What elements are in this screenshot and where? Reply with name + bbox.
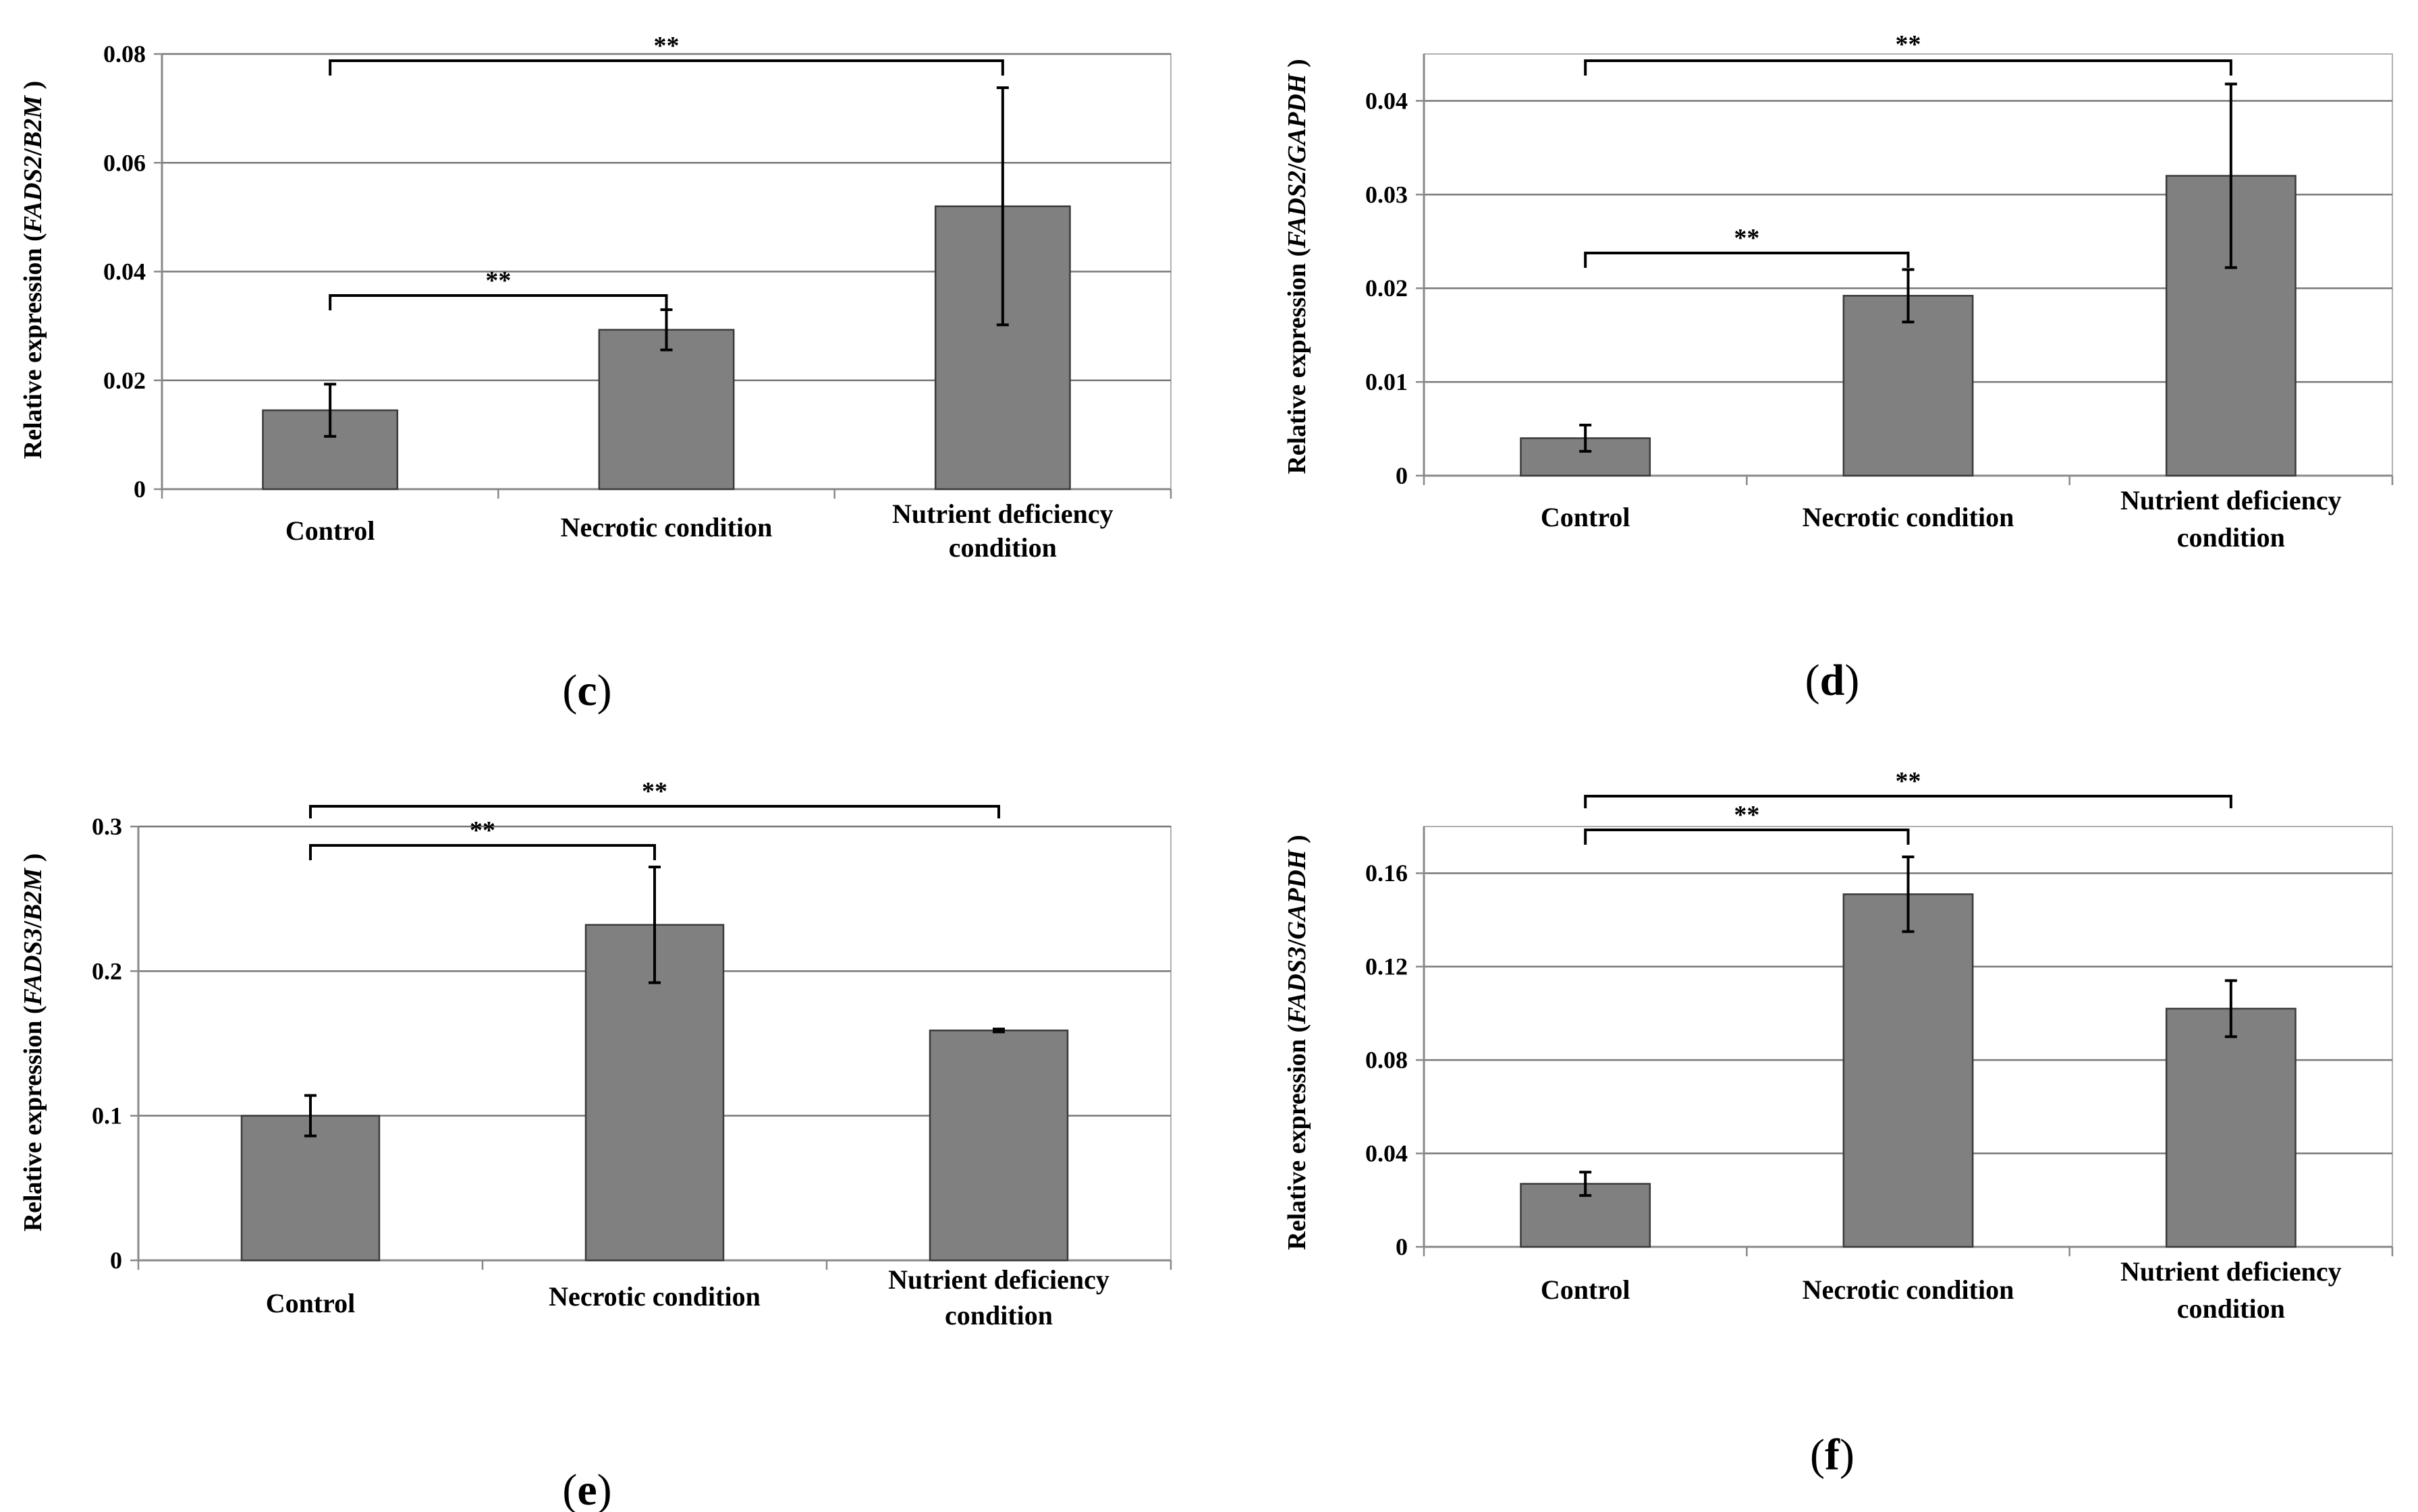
significance-label: ** bbox=[470, 816, 495, 845]
y-tick-label: 0.02 bbox=[1365, 275, 1408, 302]
x-category-label: Nutrient deficiency condition bbox=[2120, 1256, 2342, 1324]
panel-label: (c) bbox=[562, 666, 611, 715]
significance-label: ** bbox=[485, 267, 511, 295]
significance-bracket bbox=[1584, 252, 1910, 268]
bar-f-1 bbox=[1842, 893, 1974, 1248]
y-tick-label: 0.04 bbox=[103, 258, 146, 285]
significance-label: ** bbox=[1734, 224, 1759, 252]
y-tick-label: 0.12 bbox=[1365, 953, 1408, 980]
significance-label: ** bbox=[642, 777, 667, 806]
panel-f: 0 0.04 0.08 0.12 0.16 Control Necrotic conditi… bbox=[1283, 767, 2394, 1480]
y-tick-label: 0.03 bbox=[1365, 181, 1408, 208]
panel-label: (e) bbox=[562, 1465, 611, 1512]
x-category-label: Control bbox=[1541, 502, 1630, 532]
y-tick-label: 0.16 bbox=[1365, 860, 1408, 887]
x-category-label: Control bbox=[1541, 1275, 1630, 1305]
y-axis-label: Relative expression (FADS2/B2M ) bbox=[19, 81, 47, 459]
x-category-label: Necrotic condition bbox=[561, 512, 773, 542]
significance-label: ** bbox=[1734, 801, 1759, 829]
bar-e-0 bbox=[240, 1115, 381, 1262]
panel-label: (f) bbox=[1810, 1430, 1854, 1480]
panel-c: 0 0.02 0.04 0.06 0.08 Control Necrotic conditi… bbox=[19, 32, 1172, 715]
y-axis-label: Relative expression (FADS3/B2M ) bbox=[19, 853, 47, 1232]
y-tick-label: 0.08 bbox=[1365, 1046, 1408, 1073]
significance-label: ** bbox=[1896, 767, 1921, 795]
x-category-label: Nutrient deficiency condition bbox=[892, 499, 1114, 563]
significance-bracket bbox=[1584, 59, 2232, 76]
y-tick-label: 0.04 bbox=[1365, 87, 1408, 114]
significance-bracket bbox=[1584, 829, 1910, 845]
y-tick-label: 0.06 bbox=[103, 149, 146, 176]
y-tick-label: 0.08 bbox=[103, 40, 146, 67]
significance-bracket bbox=[1584, 795, 2232, 808]
x-category-label: Control bbox=[266, 1288, 356, 1318]
y-tick-label: 0.01 bbox=[1365, 368, 1408, 395]
significance-bracket bbox=[329, 59, 1004, 76]
y-axis-label: Relative expression (FADS2/GAPDH ) bbox=[1283, 59, 1311, 474]
x-category-label: Necrotic condition bbox=[549, 1281, 761, 1312]
significance-bracket bbox=[309, 844, 656, 860]
y-axis-label: Relative expression (FADS3/GAPDH ) bbox=[1283, 835, 1311, 1250]
x-category-label: Control bbox=[285, 515, 375, 546]
significance-label: ** bbox=[1896, 30, 1921, 59]
y-tick-label: 0 bbox=[110, 1247, 122, 1274]
y-tick-label: 0.3 bbox=[92, 813, 122, 840]
x-category-label: Necrotic condition bbox=[1803, 502, 2014, 532]
x-category-label: Nutrient deficiency condition bbox=[2120, 485, 2342, 553]
y-tick-label: 0.02 bbox=[103, 367, 146, 394]
y-tick-label: 0 bbox=[1396, 1233, 1408, 1260]
bar-f-2 bbox=[2165, 1007, 2297, 1248]
y-tick-label: 0 bbox=[1396, 462, 1408, 489]
x-category-label: Nutrient deficiency condition bbox=[888, 1264, 1109, 1331]
bar-e-2 bbox=[929, 1029, 1069, 1262]
x-category-label: Necrotic condition bbox=[1803, 1275, 2014, 1305]
bar-c-1 bbox=[598, 329, 735, 491]
panel-label: (d) bbox=[1805, 656, 1860, 705]
significance-bracket bbox=[329, 294, 668, 310]
significance-bracket bbox=[309, 805, 1000, 818]
significance-label: ** bbox=[654, 32, 680, 60]
y-tick-label: 0.2 bbox=[92, 957, 122, 984]
panel-e: 0 0.1 0.2 0.3 Control Necrotic condition Nutri… bbox=[19, 777, 1172, 1512]
y-tick-label: 0.1 bbox=[92, 1102, 122, 1129]
panel-d: 0 0.01 0.02 0.03 0.04 Control Necrotic conditi… bbox=[1283, 30, 2394, 705]
y-tick-label: 0 bbox=[134, 476, 146, 503]
y-tick-label: 0.04 bbox=[1365, 1140, 1408, 1167]
bar-d-1 bbox=[1842, 295, 1974, 477]
